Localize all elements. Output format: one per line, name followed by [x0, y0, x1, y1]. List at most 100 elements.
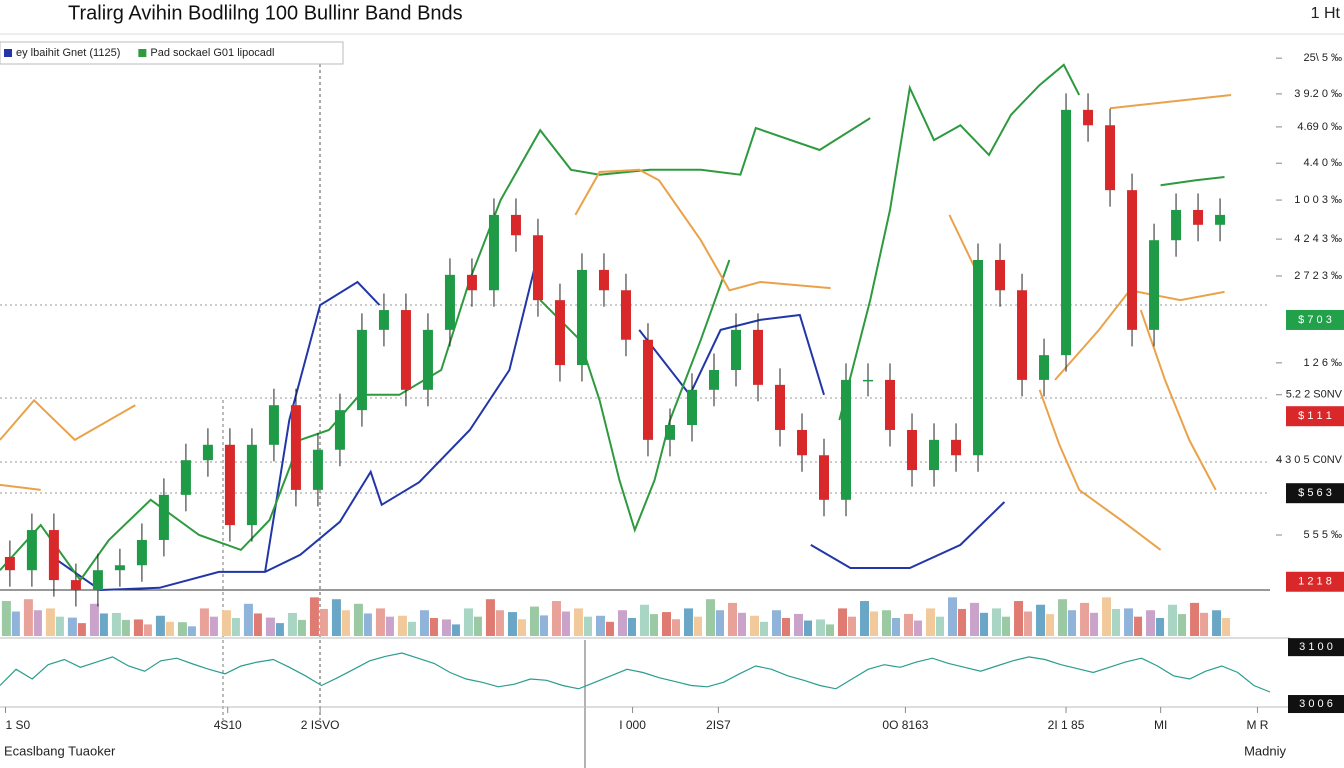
candle-body	[136, 539, 147, 566]
x-tick-label: 2I 1 85	[1048, 718, 1085, 732]
candle-body	[378, 310, 389, 330]
candle-body	[907, 429, 918, 471]
candle-body	[841, 379, 852, 500]
candle-body	[576, 269, 587, 366]
volume-bar	[143, 624, 152, 636]
price-tag-label: $ 1 1 1	[1298, 410, 1332, 422]
candle-body	[224, 444, 235, 526]
candle-body	[1039, 355, 1050, 380]
volume-bar	[539, 615, 548, 636]
volume-bar	[187, 626, 196, 636]
volume-bar	[639, 604, 649, 636]
volume-bar	[353, 603, 363, 636]
volume-bar	[705, 599, 715, 636]
price-tag	[1286, 571, 1344, 592]
volume-bar	[1002, 616, 1011, 636]
volume-bar	[309, 597, 319, 636]
y-tick-label: 4 2 4 3 ‰	[1294, 233, 1342, 245]
volume-bar	[1036, 604, 1046, 636]
candle-body	[1149, 240, 1160, 330]
candle-body	[951, 439, 962, 456]
volume-bar	[605, 621, 614, 636]
price-tag	[1286, 483, 1344, 504]
volume-bar	[882, 610, 892, 636]
volume-bar	[441, 619, 451, 636]
volume-bar	[870, 611, 879, 636]
oscillator-line	[0, 652, 1271, 693]
candle-body	[356, 329, 367, 411]
volume-bar	[826, 624, 835, 636]
x-tick-label: 0O 8163	[882, 718, 928, 732]
volume-bar	[816, 619, 826, 636]
volume-bar	[1178, 614, 1187, 636]
legend-swatch	[138, 49, 147, 57]
candle-body	[466, 274, 477, 291]
volume-bar	[67, 617, 77, 636]
volume-bar	[1014, 601, 1024, 636]
candle-body	[26, 530, 37, 571]
x-tick-label: M R	[1246, 718, 1268, 732]
volume-bar	[1090, 612, 1099, 636]
volume-bar	[649, 614, 658, 636]
price-tag-label: 1 2 1 8	[1298, 576, 1332, 588]
candle-body	[1171, 209, 1182, 241]
volume-bar	[573, 608, 583, 636]
volume-bar	[231, 617, 240, 636]
volume-bar	[1168, 604, 1178, 636]
candle-body	[885, 379, 896, 430]
candle-body	[620, 290, 631, 340]
volume-bar	[1068, 610, 1077, 636]
candle-body	[268, 405, 279, 445]
x-tick-label: 4S10	[214, 718, 242, 732]
volume-bar	[385, 616, 394, 636]
volume-bar	[794, 613, 804, 636]
y-tick-label: 5 5 5 ‰	[1303, 529, 1342, 541]
volume-bar	[958, 608, 967, 636]
candle-body	[1127, 190, 1138, 330]
candle-body	[70, 580, 81, 590]
volume-bar	[419, 610, 429, 636]
volume-bar	[177, 622, 187, 636]
x-tick-label: I 000	[619, 718, 646, 732]
volume-bar	[23, 599, 33, 636]
volume-bar	[749, 615, 759, 636]
volume-bar	[1, 601, 11, 636]
volume-bar	[693, 616, 702, 636]
volume-bar	[715, 610, 724, 636]
candle-body	[422, 329, 433, 390]
candle-body	[797, 429, 808, 456]
volume-bar	[319, 608, 328, 636]
volume-bar	[265, 617, 275, 636]
volume-bar	[848, 616, 857, 636]
volume-bar	[661, 612, 671, 636]
volume-bar	[583, 616, 592, 636]
volume-bar	[243, 603, 253, 636]
candle-body	[774, 384, 785, 430]
volume-bar	[926, 608, 936, 636]
volume-bar	[221, 610, 231, 636]
volume-bar	[33, 610, 42, 636]
volume-bar	[165, 621, 174, 636]
volume-bar	[936, 616, 945, 636]
volume-bar	[209, 616, 218, 636]
volume-bar	[331, 599, 341, 636]
candle-body	[752, 329, 763, 385]
volume-bar	[1134, 616, 1143, 636]
volume-bar	[397, 615, 407, 636]
volume-bar	[133, 619, 143, 636]
candle-body	[400, 310, 411, 390]
candle-body	[1105, 125, 1116, 191]
volume-bar	[363, 613, 372, 636]
band-line	[0, 63, 1225, 582]
price-tag-label: $ 7 0 3	[1298, 314, 1332, 326]
candle-body	[642, 339, 653, 440]
volume-bar	[1124, 608, 1134, 636]
corner-label: 1 Ht	[1311, 5, 1341, 22]
y-tick-label: 1 2 6 ‰	[1303, 357, 1342, 369]
volume-bar	[1212, 610, 1222, 636]
y-tick-label: 5.2 2 S0NV	[1286, 389, 1343, 401]
candle-body	[290, 405, 301, 490]
volume-bar	[287, 613, 297, 636]
candle-body	[708, 370, 719, 390]
